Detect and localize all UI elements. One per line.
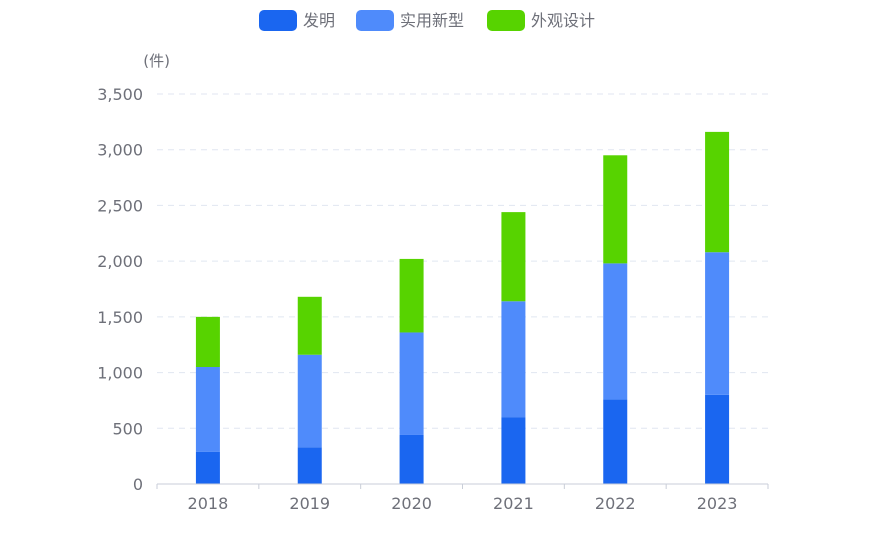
- x-tick-label: 2019: [289, 494, 330, 513]
- legend-item-invention[interactable]: 发明: [259, 10, 335, 31]
- x-tick-label: 2018: [188, 494, 229, 513]
- legend-label-invention: 发明: [303, 11, 335, 30]
- x-tick-label: 2020: [391, 494, 432, 513]
- grid-lines: [157, 93, 768, 429]
- legend-label-design: 外观设计: [531, 11, 595, 30]
- bar-segment-2023-2[interactable]: [705, 131, 730, 253]
- legend: 发明 实用新型 外观设计: [259, 10, 595, 31]
- bar-segment-2022-0[interactable]: [603, 399, 628, 484]
- bar-segment-2020-2[interactable]: [399, 258, 424, 333]
- legend-swatch-design: [487, 10, 525, 31]
- bar-segment-2020-1[interactable]: [399, 332, 424, 435]
- y-tick-label: 1,500: [97, 308, 143, 327]
- bars: [195, 131, 730, 484]
- bar-segment-2019-0[interactable]: [297, 447, 322, 484]
- bar-segment-2021-0[interactable]: [501, 417, 526, 484]
- legend-item-design[interactable]: 外观设计: [487, 10, 595, 31]
- y-tick-label: 500: [112, 419, 143, 438]
- legend-swatch-utility-model: [356, 10, 394, 31]
- y-axis-unit-label: (件): [143, 52, 170, 70]
- bar-segment-2018-0[interactable]: [195, 451, 220, 484]
- y-tick-label: 3,000: [97, 141, 143, 160]
- y-tick-label: 2,500: [97, 196, 143, 215]
- legend-label-utility-model: 实用新型: [400, 11, 464, 30]
- bar-segment-2018-2[interactable]: [195, 316, 220, 367]
- bar-segment-2018-1[interactable]: [195, 367, 220, 452]
- x-tick-label: 2022: [595, 494, 636, 513]
- bar-segment-2023-1[interactable]: [705, 252, 730, 395]
- legend-swatch-invention: [259, 10, 297, 31]
- bar-segment-2021-2[interactable]: [501, 212, 526, 302]
- legend-item-utility-model[interactable]: 实用新型: [356, 10, 464, 31]
- bar-segment-2021-1[interactable]: [501, 301, 526, 418]
- x-axis-ticks: 2018 2019 2020 2021 2022 2023: [156, 484, 769, 513]
- y-tick-label: 1,000: [97, 364, 143, 383]
- y-axis-ticks: 0 500 1,000 1,500 2,000 2,500 3,000 3,500: [97, 85, 143, 494]
- x-tick-label: 2021: [493, 494, 534, 513]
- bar-segment-2022-2[interactable]: [603, 155, 628, 264]
- bar-segment-2020-0[interactable]: [399, 434, 424, 484]
- x-tick-label: 2023: [697, 494, 738, 513]
- bar-segment-2019-1[interactable]: [297, 354, 322, 448]
- bar-segment-2023-0[interactable]: [705, 394, 730, 484]
- y-tick-label: 0: [133, 475, 143, 494]
- y-tick-label: 3,500: [97, 85, 143, 104]
- y-tick-label: 2,000: [97, 252, 143, 271]
- bar-segment-2019-2[interactable]: [297, 296, 322, 355]
- bar-segment-2022-1[interactable]: [603, 263, 628, 400]
